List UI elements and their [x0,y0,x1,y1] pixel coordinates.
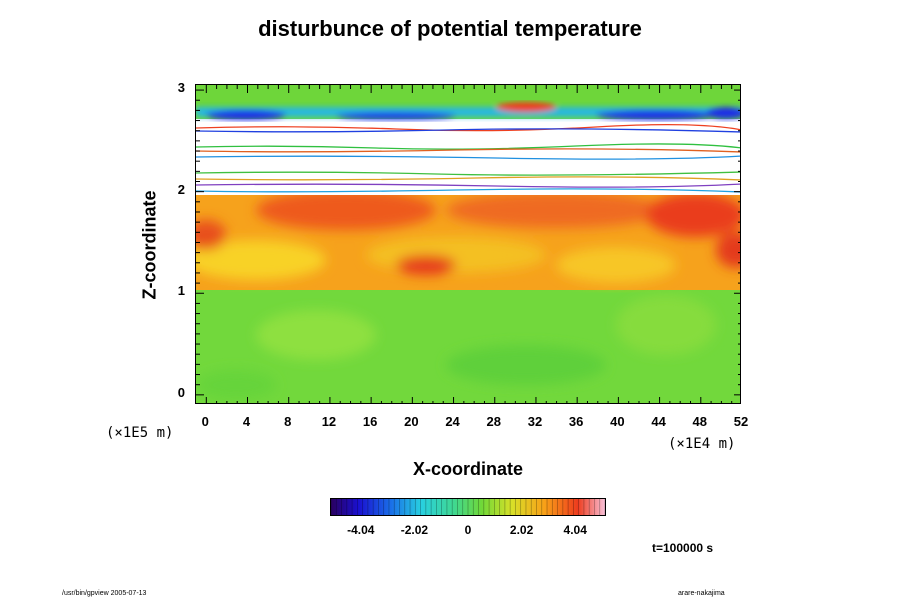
x-tick-label: 24 [445,414,460,429]
x-tick-label: 20 [404,414,419,429]
colorbar-tick-label: 0 [464,523,472,537]
time-label: t=100000 s [652,541,714,555]
chart-title: disturbunce of potential temperature [258,16,642,41]
y-tick-label: 2 [177,181,185,197]
x-tick-label: 0 [201,414,209,429]
x-tick-label: 32 [527,414,543,429]
axis-ticks [196,85,740,403]
x-axis-label: X-coordinate [412,459,523,479]
x-tick-label: 4 [242,414,251,429]
y-tick-label: 1 [177,283,185,299]
x-tick-label: 28 [486,414,501,429]
x-tick-label: 8 [284,414,292,429]
y-tick-label: 3 [177,80,185,96]
plot-area [195,84,741,404]
x-tick-label: 16 [362,414,378,429]
x-tick-label: 44 [651,414,666,429]
colorbar-tick-label: -4.04 [347,523,375,537]
footer-right: arare-nakajima [678,590,725,597]
upper-layer-texture [196,102,740,120]
lower-layer-texture [196,295,716,400]
x-tick-label: 12 [321,414,337,429]
warm-layer-texture [196,190,740,283]
x-tick-label: 48 [692,414,708,429]
colorbar-tick-label: 2.02 [509,523,534,537]
footer-left: /usr/bin/gpview 2005-07-13 [62,590,147,597]
y-unit-label: (×1E5 m) [106,425,174,441]
y-axis-label: Z-coordinate [139,190,160,300]
x-unit-label: (×1E4 m) [668,436,736,452]
x-tick-label: 36 [568,414,584,429]
heatmap-field [196,85,740,403]
colorbar [330,498,606,516]
x-tick-label: 40 [610,414,625,429]
band-streaks [196,123,740,193]
y-tick-label: 0 [177,384,185,400]
colorbar-tick-label: -2.02 [400,523,429,537]
colorbar-tick-label: 4.04 [563,523,587,537]
x-tick-label: 52 [733,414,749,429]
